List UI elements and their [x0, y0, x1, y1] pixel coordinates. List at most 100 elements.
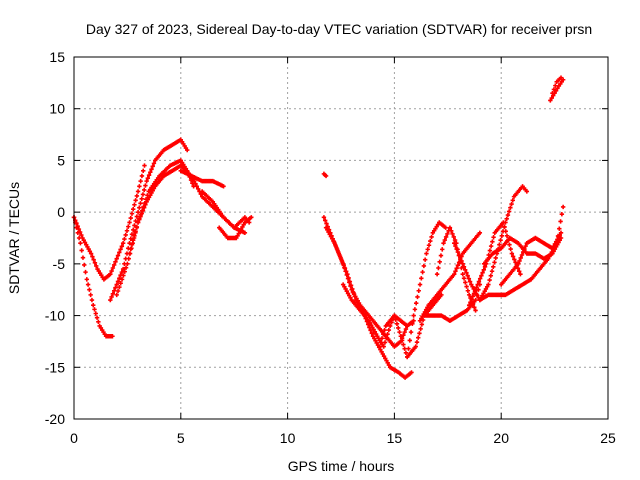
data-point	[94, 315, 100, 320]
data-point	[402, 329, 407, 335]
data-point	[479, 273, 484, 278]
data-point	[120, 266, 126, 272]
data-point	[517, 258, 522, 264]
data-point	[403, 326, 409, 332]
data-point	[437, 259, 442, 264]
x-tick-label: 15	[387, 430, 403, 446]
data-point	[123, 232, 128, 238]
data-point	[518, 255, 523, 261]
data-point	[509, 201, 514, 207]
data-point	[519, 252, 525, 258]
data-point	[508, 205, 513, 210]
data-point	[551, 87, 557, 92]
data-point	[402, 346, 407, 351]
data-point	[89, 297, 95, 303]
data-point	[115, 288, 121, 294]
data-point	[118, 281, 123, 286]
data-point	[487, 248, 493, 253]
data-point	[481, 267, 487, 272]
data-point	[465, 288, 471, 293]
data-point	[193, 181, 198, 186]
data-point	[464, 270, 469, 275]
data-point	[387, 323, 393, 329]
data-point	[454, 246, 459, 252]
data-point	[459, 265, 464, 271]
y-tick-label: -5	[53, 256, 66, 272]
data-point	[426, 243, 432, 248]
data-point	[117, 250, 122, 255]
y-tick-label: 15	[49, 49, 65, 65]
data-point	[510, 198, 515, 203]
data-point	[124, 228, 130, 233]
data-point	[78, 240, 83, 246]
data-point	[524, 189, 530, 194]
data-point	[130, 227, 136, 233]
data-point	[185, 147, 190, 153]
data-point	[133, 198, 138, 203]
data-point	[378, 340, 383, 345]
data-point	[343, 269, 348, 274]
data-point	[148, 170, 153, 175]
data-point	[108, 272, 113, 277]
data-point	[466, 292, 472, 298]
data-point	[249, 215, 254, 220]
data-point	[396, 325, 401, 331]
x-tick-label: 0	[70, 430, 78, 446]
series-track-h	[217, 215, 254, 241]
y-tick-label: 0	[57, 204, 65, 220]
data-point	[132, 223, 137, 228]
y-tick-labels: -20 -15 -10 -5 0 5 10 15	[45, 49, 65, 427]
data-point	[397, 329, 402, 335]
data-point	[132, 202, 137, 207]
data-point	[419, 276, 424, 281]
data-point	[129, 211, 135, 216]
data-point	[557, 226, 562, 231]
data-point	[463, 280, 468, 285]
data-point	[461, 264, 467, 270]
data-point	[143, 202, 148, 207]
data-point	[523, 243, 528, 249]
data-point	[323, 173, 329, 179]
data-point	[138, 178, 143, 184]
data-point	[411, 318, 416, 323]
data-point	[87, 287, 92, 292]
data-point	[504, 233, 510, 238]
data-point	[490, 239, 495, 244]
data-point	[470, 294, 476, 299]
data-point	[516, 261, 521, 267]
data-point	[143, 183, 148, 188]
series-track-o	[417, 230, 483, 323]
data-point	[466, 303, 472, 308]
data-point	[549, 95, 554, 101]
data-point	[465, 273, 470, 278]
axis-ticks	[73, 56, 609, 420]
data-point	[487, 277, 492, 283]
data-point	[109, 294, 114, 300]
data-point	[135, 220, 141, 225]
data-point	[455, 249, 461, 255]
data-point	[493, 255, 498, 261]
data-point	[472, 305, 477, 310]
data-points	[71, 75, 566, 380]
data-point	[138, 214, 143, 219]
data-point	[139, 211, 144, 216]
data-point	[501, 220, 506, 225]
data-point	[115, 253, 121, 258]
data-point	[117, 276, 122, 281]
data-point	[130, 206, 136, 212]
data-point	[91, 257, 96, 262]
data-point	[401, 342, 406, 347]
series-track-x	[550, 75, 564, 96]
data-point	[77, 229, 83, 235]
data-point	[92, 260, 98, 266]
data-point	[445, 231, 450, 237]
data-point	[512, 257, 517, 262]
data-point	[90, 254, 95, 259]
data-point	[398, 334, 404, 339]
data-point	[141, 187, 147, 193]
data-point	[497, 242, 502, 247]
data-point	[403, 350, 409, 356]
data-point	[133, 218, 138, 224]
data-point	[114, 292, 119, 298]
